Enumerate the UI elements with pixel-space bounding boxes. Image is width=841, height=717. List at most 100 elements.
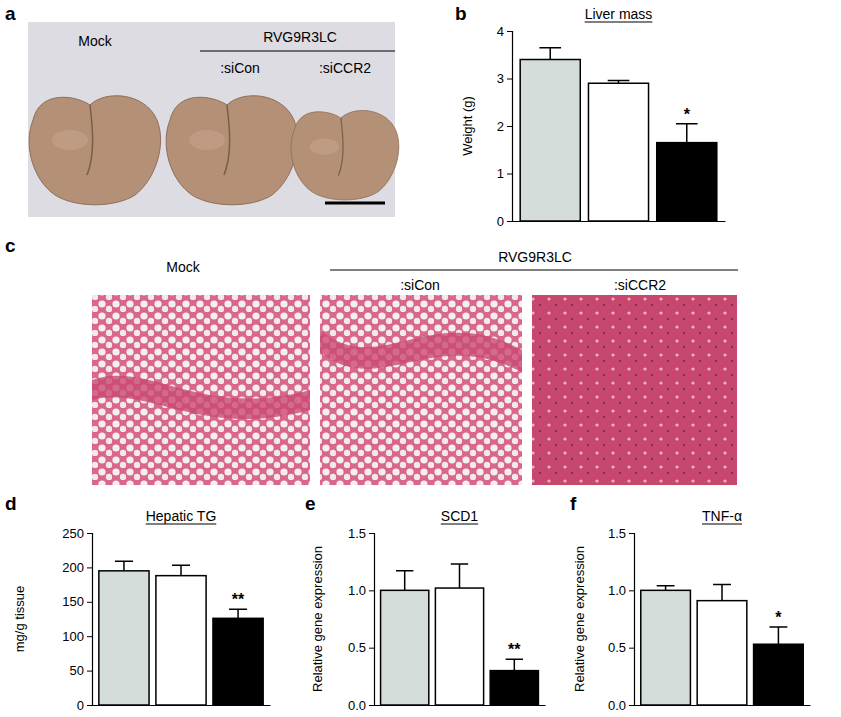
y-tick: 0.5 bbox=[348, 640, 374, 655]
y-tick: 3 bbox=[497, 71, 512, 86]
y-axis: 0.0 0.5 1.0 1.5 bbox=[348, 526, 375, 713]
y-tick: 50 bbox=[70, 663, 92, 678]
y-tick-label: 1 bbox=[497, 166, 504, 181]
histology-band bbox=[320, 330, 522, 372]
error-bar bbox=[396, 571, 413, 590]
y-tick-label: 200 bbox=[62, 560, 84, 575]
error-bar bbox=[172, 565, 190, 575]
image-label: Mock bbox=[166, 259, 200, 275]
y-tick-label: 0.0 bbox=[348, 698, 366, 713]
chart-title: SCD1 bbox=[441, 508, 479, 524]
y-tick-mark bbox=[507, 174, 512, 175]
title-underline bbox=[441, 524, 478, 525]
y-tick-label: 1.0 bbox=[608, 583, 626, 598]
y-tick-mark bbox=[507, 126, 512, 127]
chart-title: Hepatic TG bbox=[146, 508, 217, 524]
liver bbox=[291, 111, 399, 200]
bar-chart: 0 1 2 3 4 bbox=[497, 24, 726, 229]
panel-letter: c bbox=[5, 235, 16, 256]
bar bbox=[657, 143, 717, 221]
y-tick-mark bbox=[369, 648, 374, 649]
panel-letter: e bbox=[305, 493, 316, 514]
y-axis-title: Weight (g) bbox=[460, 96, 475, 156]
y-tick-label: 1.5 bbox=[348, 526, 366, 541]
y-tick-label: 50 bbox=[70, 663, 84, 678]
y-axis-title: mg/g tissue bbox=[12, 586, 27, 652]
bar bbox=[381, 590, 429, 705]
figure: aRVG9R3LCMock:siCon:siCCR2cRVG9R3LCMock:… bbox=[0, 0, 841, 717]
y-axis-title: Relative gene expression bbox=[572, 546, 587, 692]
y-tick-mark bbox=[629, 705, 634, 706]
y-tick: 2 bbox=[497, 119, 512, 134]
plot-area bbox=[641, 585, 803, 705]
y-tick: 1.0 bbox=[608, 583, 634, 598]
y-tick: 0.5 bbox=[608, 640, 634, 655]
bar bbox=[520, 60, 580, 222]
bar bbox=[213, 618, 263, 705]
y-tick-mark bbox=[369, 705, 374, 706]
photo-panel bbox=[28, 22, 399, 217]
y-tick: 0.0 bbox=[348, 698, 374, 713]
y-axis: 0.0 0.5 1.0 1.5 bbox=[608, 526, 635, 713]
error-bar bbox=[451, 564, 468, 588]
y-tick-label: 2 bbox=[497, 119, 504, 134]
y-tick-label: 0.0 bbox=[608, 698, 626, 713]
histology-panel bbox=[92, 295, 737, 485]
title-underline bbox=[702, 524, 742, 525]
title-underline bbox=[146, 524, 217, 525]
y-tick-mark bbox=[507, 221, 512, 222]
y-tick: 0 bbox=[497, 214, 512, 229]
y-tick-mark bbox=[87, 567, 92, 568]
y-axis-line bbox=[507, 32, 513, 222]
y-tick-mark bbox=[507, 79, 512, 80]
bar bbox=[641, 590, 691, 705]
y-axis: 0 1 2 3 4 bbox=[497, 24, 513, 229]
group-label: RVG9R3LC bbox=[498, 249, 572, 265]
bar bbox=[490, 671, 538, 705]
image-label: :siCon bbox=[220, 60, 260, 76]
panel-letter: b bbox=[455, 3, 467, 24]
bar-chart: 050100150200250 bbox=[62, 526, 270, 713]
y-tick-label: 4 bbox=[497, 24, 504, 39]
y-tick: 1.5 bbox=[348, 526, 374, 541]
image-label: :siCon bbox=[400, 277, 440, 293]
bar bbox=[156, 576, 206, 705]
y-tick-mark bbox=[507, 31, 512, 32]
error-bar bbox=[115, 561, 133, 571]
panel-letter: a bbox=[5, 3, 16, 24]
plot-area bbox=[520, 48, 717, 221]
significance-label: ** bbox=[232, 591, 245, 608]
error-bar bbox=[506, 659, 523, 670]
significance-label: * bbox=[684, 106, 691, 123]
y-tick: 1 bbox=[497, 166, 512, 181]
x-axis-line bbox=[93, 705, 271, 706]
histology-image bbox=[92, 295, 310, 485]
bar-chart: 0.0 0.5 1.0 1.5 bbox=[348, 526, 546, 713]
bar-chart: 0.0 0.5 1.0 1.5 bbox=[608, 526, 811, 713]
x-axis-line bbox=[635, 705, 811, 706]
group-line bbox=[330, 270, 738, 271]
significance-label: ** bbox=[508, 641, 521, 658]
y-tick-label: 0 bbox=[497, 214, 504, 229]
y-tick-mark bbox=[629, 648, 634, 649]
y-tick: 1.0 bbox=[348, 583, 374, 598]
liver bbox=[166, 96, 297, 205]
y-tick-label: 0 bbox=[77, 698, 84, 713]
histology-image bbox=[320, 295, 522, 485]
y-tick-mark bbox=[369, 590, 374, 591]
error-bar bbox=[539, 48, 561, 60]
x-axis bbox=[635, 705, 811, 707]
histology-image bbox=[532, 295, 737, 485]
x-axis bbox=[513, 221, 726, 223]
error-bar bbox=[657, 586, 675, 591]
y-axis: 050100150200250 bbox=[62, 526, 92, 713]
plot-area bbox=[99, 561, 263, 705]
error-bar bbox=[769, 627, 787, 644]
bar bbox=[754, 644, 804, 705]
error-bar bbox=[608, 80, 630, 83]
y-tick: 1.5 bbox=[608, 526, 634, 541]
bar bbox=[435, 588, 483, 705]
y-tick-label: 3 bbox=[497, 71, 504, 86]
y-tick: 250 bbox=[62, 526, 92, 541]
y-tick: 0 bbox=[77, 698, 92, 713]
